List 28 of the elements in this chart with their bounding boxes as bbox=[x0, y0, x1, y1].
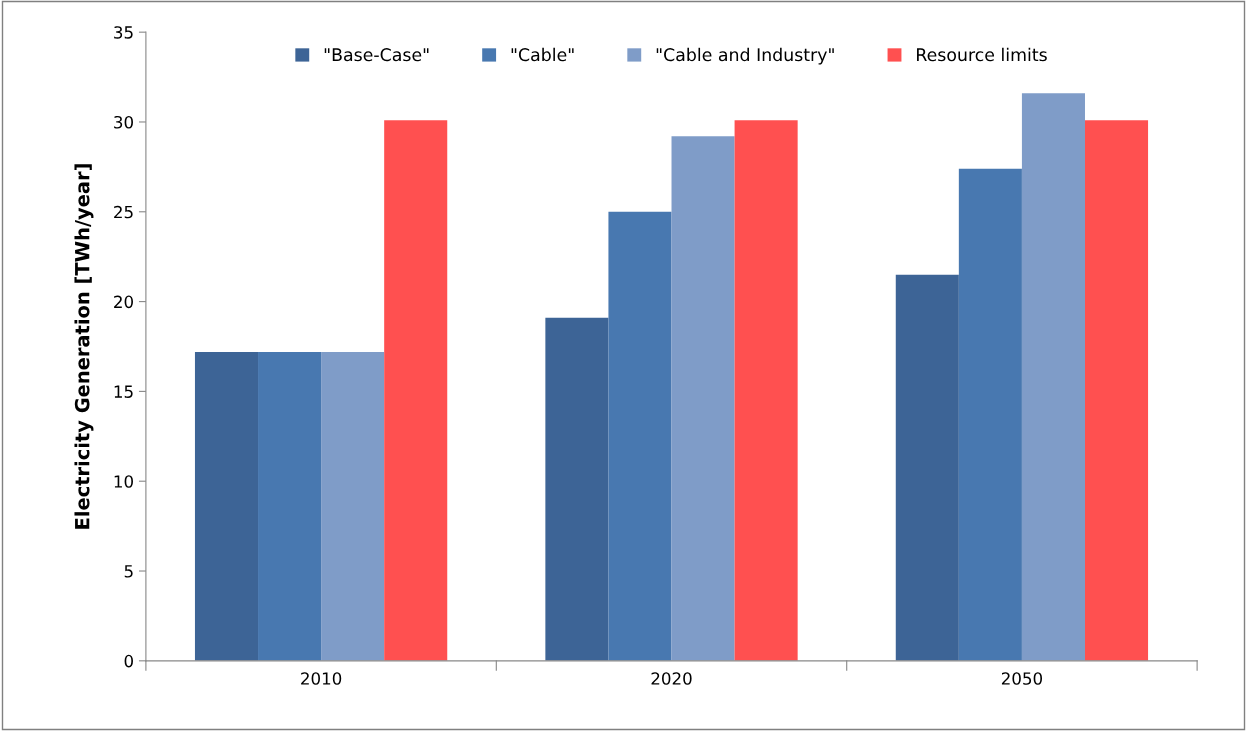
bar bbox=[671, 136, 735, 661]
x-tick-label: 2010 bbox=[301, 672, 342, 685]
bar bbox=[194, 351, 259, 661]
legend-label: "Cable" bbox=[511, 47, 574, 62]
y-axis-title: Electricity Generation [TWh/year] bbox=[74, 164, 94, 529]
y-tick-label: 25 bbox=[114, 205, 133, 219]
y-tick-label: 35 bbox=[114, 26, 133, 39]
y-tick-label: 10 bbox=[114, 475, 133, 488]
y-tick-label: 0 bbox=[124, 654, 133, 668]
x-tick-label: 2020 bbox=[651, 672, 692, 685]
legend-label: "Base-Case" bbox=[324, 48, 429, 62]
bar bbox=[958, 168, 1022, 661]
x-tick-label: 2050 bbox=[1001, 672, 1043, 685]
bar bbox=[321, 351, 385, 661]
legend-label: "Cable and Industry" bbox=[656, 47, 834, 65]
bar bbox=[545, 317, 609, 661]
bar bbox=[1021, 93, 1085, 661]
y-tick-label: 30 bbox=[114, 115, 133, 129]
bar bbox=[608, 211, 672, 661]
bar bbox=[258, 351, 322, 661]
y-tick-label: 15 bbox=[114, 385, 133, 398]
legend-label: Resource limits bbox=[917, 47, 1047, 62]
bar bbox=[895, 274, 959, 661]
bar bbox=[384, 120, 448, 661]
y-tick-label: 20 bbox=[114, 295, 133, 309]
bar bbox=[734, 120, 798, 661]
y-tick-label: 5 bbox=[124, 565, 133, 578]
bar bbox=[1084, 120, 1149, 661]
